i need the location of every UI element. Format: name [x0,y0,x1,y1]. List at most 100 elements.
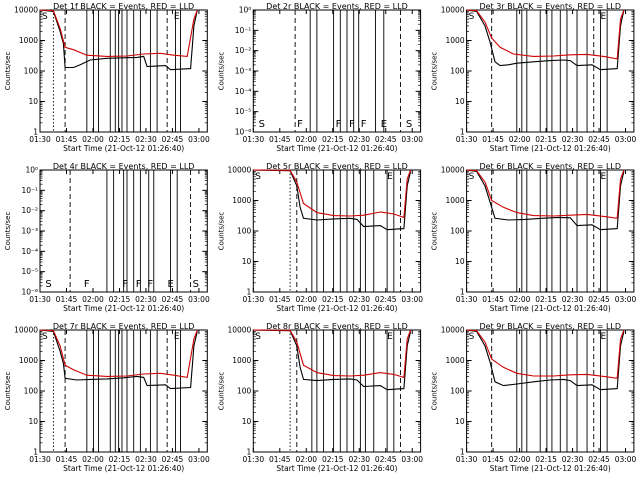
panel-det-8: Det 8r BLACK = Events, RED = LLD 01:30 01:… [217,322,423,473]
x-tick-label: 02:00 [509,135,531,144]
panel-det-5: Det 5r BLACK = Events, RED = LLD 01:30 01:… [217,162,423,313]
y-tick-label: 1 [247,448,252,457]
panel-title: Det 8r BLACK = Events, RED = LLD [266,322,408,331]
flag-label-start: S [469,172,475,182]
x-tick-label: 02:00 [509,455,531,464]
y-axis-label: Counts/sec [4,212,12,251]
x-tick-label: 02:30 [562,135,584,144]
series-events [253,169,412,231]
panel-det-3: Det 3r BLACK = Events, RED = LLD 01:30 01:… [431,2,637,153]
y-tick-label: 10 [455,417,465,426]
series-events [39,329,198,390]
x-axis-label: Start Time (21-Oct-12 01:26:40) [276,464,397,473]
flag-label-start: S [42,332,48,342]
y-tick-label: 10⁻¹ [235,26,252,35]
x-tick-label: 03:00 [188,295,210,304]
x-tick-label: 02:15 [322,295,344,304]
y-tick-label: 10000 [441,326,465,335]
y-tick-label: 1 [33,128,38,137]
x-tick-label: 02:45 [588,295,610,304]
x-tick-label: 01:30 [29,455,51,464]
flag-label: E [381,119,387,130]
flag-label-start: S [469,332,475,342]
x-tick-label: 01:45 [482,135,504,144]
x-tick-label: 03:00 [401,455,423,464]
y-axis-label: Counts/sec [431,372,439,411]
y-axis-label: Counts/sec [217,372,225,411]
flag-label: F [361,119,367,130]
x-tick-label: 02:15 [109,455,131,464]
flag-label: S [45,279,51,290]
series-events [466,169,625,231]
panel-det-4: Det 4r BLACK = Events, RED = LLD 01:30 01:… [4,162,210,313]
x-tick-label: 03:00 [188,135,210,144]
x-tick-label: 02:30 [348,455,370,464]
y-tick-label: 10⁻⁶ [235,128,252,137]
flag-label-end: E [600,12,606,22]
y-tick-label: 10000 [227,326,251,335]
x-tick-label: 01:45 [482,295,504,304]
series-lld [253,329,412,379]
x-axis-label: Start Time (21-Oct-12 01:26:40) [63,464,184,473]
x-tick-label: 01:45 [269,135,291,144]
y-tick-label: 1000 [446,196,465,205]
flag-label-end: E [600,172,606,182]
y-tick-label: 10000 [14,6,38,15]
x-tick-label: 03:00 [188,455,210,464]
y-tick-label: 1 [460,128,465,137]
flag-label-start: S [255,172,261,182]
panel-det-1: Det 1f BLACK = Events, RED = LLD 01:30 01:… [4,2,210,153]
x-tick-label: 02:30 [348,135,370,144]
flag-label-start: S [255,332,261,342]
x-tick-label: 02:15 [322,455,344,464]
flag-label: F [84,279,90,290]
y-tick-label: 100 [450,387,465,396]
x-axis-label: Start Time (21-Oct-12 01:26:40) [490,144,611,153]
y-tick-label: 1000 [232,356,251,365]
x-tick-label: 02:30 [562,295,584,304]
flag-label-start: S [469,12,475,22]
flag-label-end: E [387,172,393,182]
x-tick-label: 02:00 [82,295,104,304]
y-tick-label: 10 [242,417,252,426]
y-tick-label: 1000 [19,36,38,45]
series-events [253,329,412,391]
plot-frame [252,169,422,293]
x-tick-label: 02:00 [509,295,531,304]
flag-label: F [336,119,342,130]
y-axis-label: Counts/sec [4,52,12,91]
y-tick-label: 1000 [446,36,465,45]
series-lld [466,9,625,60]
y-axis-label: Counts/sec [217,52,225,91]
y-tick-label: 100 [24,67,39,76]
y-tick-label: 1000 [232,196,251,205]
series-events [466,9,625,71]
x-tick-label: 02:30 [135,455,157,464]
x-tick-label: 03:00 [401,295,423,304]
x-tick-label: 01:45 [56,295,78,304]
flag-label: S [259,119,265,130]
x-tick-label: 02:45 [162,455,184,464]
y-tick-label: 10000 [227,166,251,175]
y-axis-label: Counts/sec [431,52,439,91]
x-tick-label: 02:00 [295,455,317,464]
y-tick-label: 10⁻³ [235,67,252,76]
y-tick-label: 100 [24,387,39,396]
x-tick-label: 02:15 [109,135,131,144]
x-tick-label: 02:45 [375,135,397,144]
panel-title: Det 4r BLACK = Events, RED = LLD [53,162,195,171]
x-tick-label: 02:15 [535,295,557,304]
y-tick-label: 10 [28,417,38,426]
y-tick-label: 100 [450,67,465,76]
y-tick-label: 1000 [446,356,465,365]
panel-title: Det 2r BLACK = Events, RED = LLD [266,2,408,11]
y-tick-label: 10⁻² [21,206,38,215]
panel-det-2: Det 2r BLACK = Events, RED = LLD 01:30 01:… [217,2,423,153]
y-tick-label: 10 [455,97,465,106]
y-tick-label: 1 [460,288,465,297]
panel-title: Det 7r BLACK = Events, RED = LLD [53,322,195,331]
y-axis-label: Counts/sec [431,212,439,251]
plot-frame [252,9,422,133]
y-tick-label: 1 [33,448,38,457]
